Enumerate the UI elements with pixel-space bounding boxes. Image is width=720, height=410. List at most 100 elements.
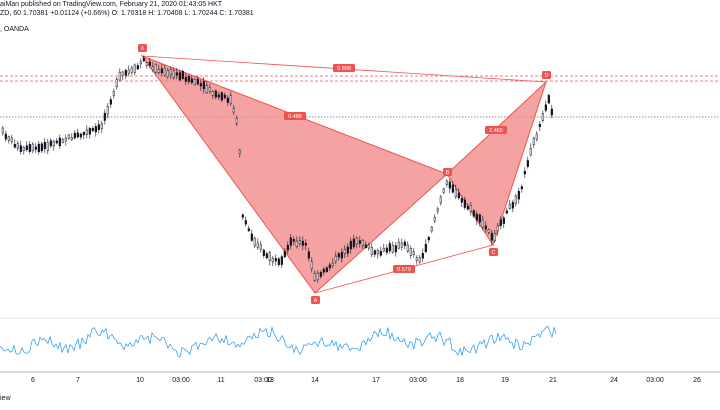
candle-body [514, 195, 517, 204]
candle-body [517, 190, 520, 200]
candle-body [316, 272, 319, 281]
candle-body [127, 69, 130, 74]
candle-body [229, 95, 232, 104]
candle-body [370, 247, 373, 256]
candle-body [7, 136, 10, 141]
x-tick-label: 17 [372, 377, 380, 384]
candle-body [445, 180, 448, 185]
candle-body [535, 133, 538, 140]
candle-body [244, 220, 247, 225]
candle-body [79, 133, 82, 138]
candle-body [283, 250, 286, 258]
candle-body [1, 127, 4, 134]
candle-body [232, 108, 235, 113]
candle-body [217, 94, 220, 98]
candle-body [145, 62, 148, 66]
candle-body [85, 129, 88, 135]
candle-body [13, 143, 16, 148]
candle-body [538, 124, 541, 128]
svg-text:D: D [545, 73, 549, 79]
candle-body [124, 70, 127, 76]
x-tick-label: 03:00 [646, 377, 664, 384]
candle-body [424, 243, 427, 252]
point-label-x: X [138, 44, 147, 52]
candle-body [511, 201, 514, 209]
candle-body [34, 146, 37, 150]
candle-body [493, 233, 496, 242]
candle-body [490, 232, 493, 241]
candle-body [502, 217, 505, 224]
candle-body [487, 229, 490, 233]
candle-body [373, 250, 376, 255]
x-tick-label: 6 [31, 377, 35, 384]
candle-body [463, 199, 466, 208]
candle-body [280, 256, 283, 265]
candle-body [130, 67, 133, 73]
candle-body [175, 72, 178, 76]
candle-body [256, 242, 259, 248]
candle-body [289, 237, 292, 246]
publish-info: aiMan published on TradingView.com, Febr… [0, 1, 222, 8]
candle-body [253, 237, 256, 247]
candle-body [427, 236, 430, 241]
candle-body [82, 132, 85, 136]
candle-body [166, 70, 169, 77]
x-tick-label: 26 [693, 377, 701, 384]
candle-body [118, 71, 121, 81]
candle-body [22, 147, 25, 151]
candle-body [190, 78, 193, 83]
candle-body [532, 137, 535, 145]
x-tick-label: 11 [217, 377, 224, 384]
ratio-label-ac: 0.579 [393, 265, 415, 273]
candle-body [349, 240, 352, 250]
candle-body [178, 72, 181, 81]
candle-body [376, 250, 379, 255]
candle-body [409, 248, 412, 256]
candle-body [220, 92, 223, 101]
candle-body [61, 139, 64, 143]
candle-body [292, 239, 295, 242]
candle-body [226, 97, 229, 103]
candle-body [172, 70, 175, 78]
candle-body [346, 246, 349, 254]
x-tick-label: 13 [266, 377, 274, 384]
candle-body [313, 273, 316, 282]
candle-body [358, 240, 361, 244]
candle-body [361, 240, 364, 246]
pattern-triangle-xab[interactable] [140, 54, 448, 294]
pattern-triangle-bcd[interactable] [446, 80, 548, 247]
candle-body [223, 94, 226, 99]
candle-body [379, 250, 382, 256]
candle-body [193, 78, 196, 85]
candle-body [208, 87, 211, 92]
candle-body [235, 118, 238, 124]
candle-body [4, 133, 7, 140]
x-tick-label: 14 [311, 377, 319, 384]
price-change: +0.01124 (+0.66%) [50, 10, 110, 17]
candle-body [37, 143, 40, 153]
candle-body [400, 242, 403, 248]
candle-body [10, 137, 13, 142]
candle-body [466, 205, 469, 210]
candle-body [211, 91, 214, 96]
candle-body [250, 233, 253, 241]
svg-text:C: C [492, 250, 496, 256]
candle-body [541, 113, 544, 121]
candle-body [286, 245, 289, 251]
candle-body [136, 65, 139, 70]
candle-body [142, 57, 145, 62]
candle-body [40, 143, 43, 152]
svg-text:X: X [141, 46, 145, 52]
candle-body [523, 171, 526, 175]
candle-body [169, 69, 172, 75]
svg-text:0.486: 0.486 [288, 114, 302, 120]
x-tick-label: 03:00 [409, 377, 427, 384]
candle-body [319, 272, 322, 277]
candle-body [415, 257, 418, 261]
candle-body [505, 210, 508, 214]
candle-body [526, 160, 529, 167]
candle-body [184, 77, 187, 82]
candle-body [106, 106, 109, 115]
